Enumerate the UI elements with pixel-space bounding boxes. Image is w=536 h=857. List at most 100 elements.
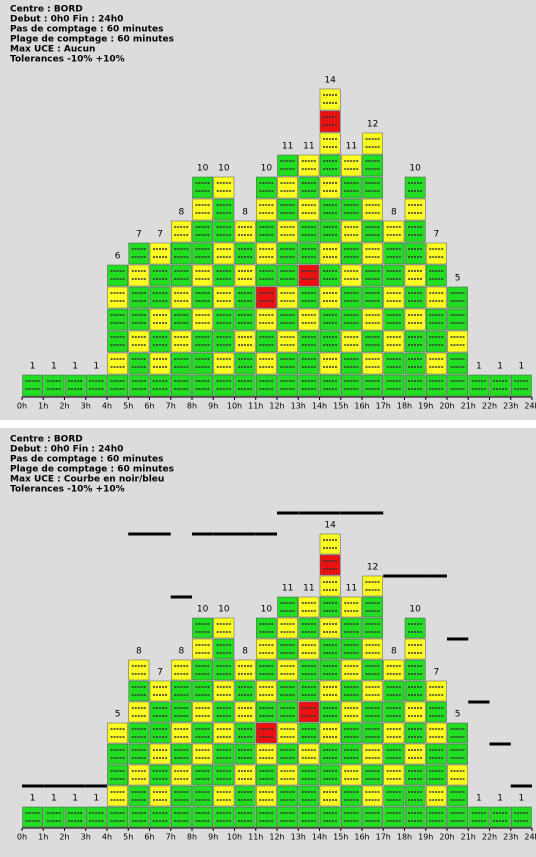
x-tick-label: 23h [503,833,518,842]
cell [256,743,277,765]
cell [404,374,426,397]
cell [383,680,405,702]
cell [107,806,128,828]
count-label: 1 [30,794,36,804]
cell [319,220,341,243]
count-label: 10 [261,605,273,615]
column [192,617,213,828]
cell [277,308,298,331]
cell [107,743,128,765]
cell [511,806,532,828]
x-tick-label: 1h [38,402,48,411]
cell [128,743,150,765]
cell [149,264,171,287]
cell [426,242,447,265]
cell [128,374,150,397]
cell [149,308,171,331]
cell [489,374,511,397]
cell [362,308,383,331]
cell [426,722,447,744]
column [107,722,128,828]
cell [213,330,235,353]
cell [426,764,447,786]
count-label: 1 [519,362,525,372]
header-line: Pas de comptage : 60 minutes [10,25,163,35]
header-line: Tolerances -10% +10% [10,55,125,65]
cell [234,374,256,397]
cell [383,374,405,397]
cell [234,242,256,265]
cell [362,242,383,265]
cell [277,198,298,221]
cell [277,701,298,723]
cell [171,330,192,353]
column [234,659,256,828]
cell [234,722,256,744]
cell [383,286,405,309]
cell [171,743,192,765]
x-tick-label: 9h [208,402,218,411]
count-label: 1 [497,362,503,372]
cell [362,575,383,597]
cell [128,242,150,265]
cell [298,722,320,744]
cell [149,806,171,828]
cell [107,374,128,397]
count-label: 7 [136,230,142,240]
column [171,220,192,397]
cell [192,617,213,639]
cell [298,374,320,397]
x-tick-label: 10h [227,402,242,411]
cell [277,680,298,702]
cell [213,806,235,828]
column [43,806,65,828]
cell [362,806,383,828]
cell [149,743,171,765]
cell [362,220,383,243]
cell [192,701,213,723]
cell [149,785,171,807]
x-tick-label: 11h [248,833,263,842]
cell [383,220,405,243]
x-tick-label: 18h [397,402,412,411]
cell [298,286,320,309]
cell [256,785,277,807]
x-tick-label: 23h [503,402,518,411]
cell [277,154,298,177]
cell [256,308,277,331]
cell [341,764,362,786]
cell [362,286,383,309]
x-tick-label: 11h [248,402,263,411]
cell [192,198,213,221]
x-tick-label: 14h [312,833,327,842]
cell [383,352,405,375]
column [298,154,320,397]
count-label: 10 [409,605,421,615]
cell [404,680,426,702]
count-label: 8 [242,208,248,218]
cell [319,308,341,331]
cell [277,596,298,618]
cell [192,308,213,331]
cell [64,806,86,828]
cell [319,575,341,597]
cell [277,176,298,199]
x-tick-label: 5h [123,402,133,411]
cell [341,743,362,765]
cell [213,722,235,744]
cell [319,110,341,133]
count-label: 1 [519,794,525,804]
cell [319,242,341,265]
cell [362,330,383,353]
cell [447,743,468,765]
cell [341,785,362,807]
column [234,220,256,397]
cell [277,785,298,807]
count-label: 1 [476,362,482,372]
count-label: 14 [324,521,336,531]
count-label: 5 [115,710,121,720]
cell [404,638,426,660]
cell [192,680,213,702]
cell [404,220,426,243]
cell [404,264,426,287]
